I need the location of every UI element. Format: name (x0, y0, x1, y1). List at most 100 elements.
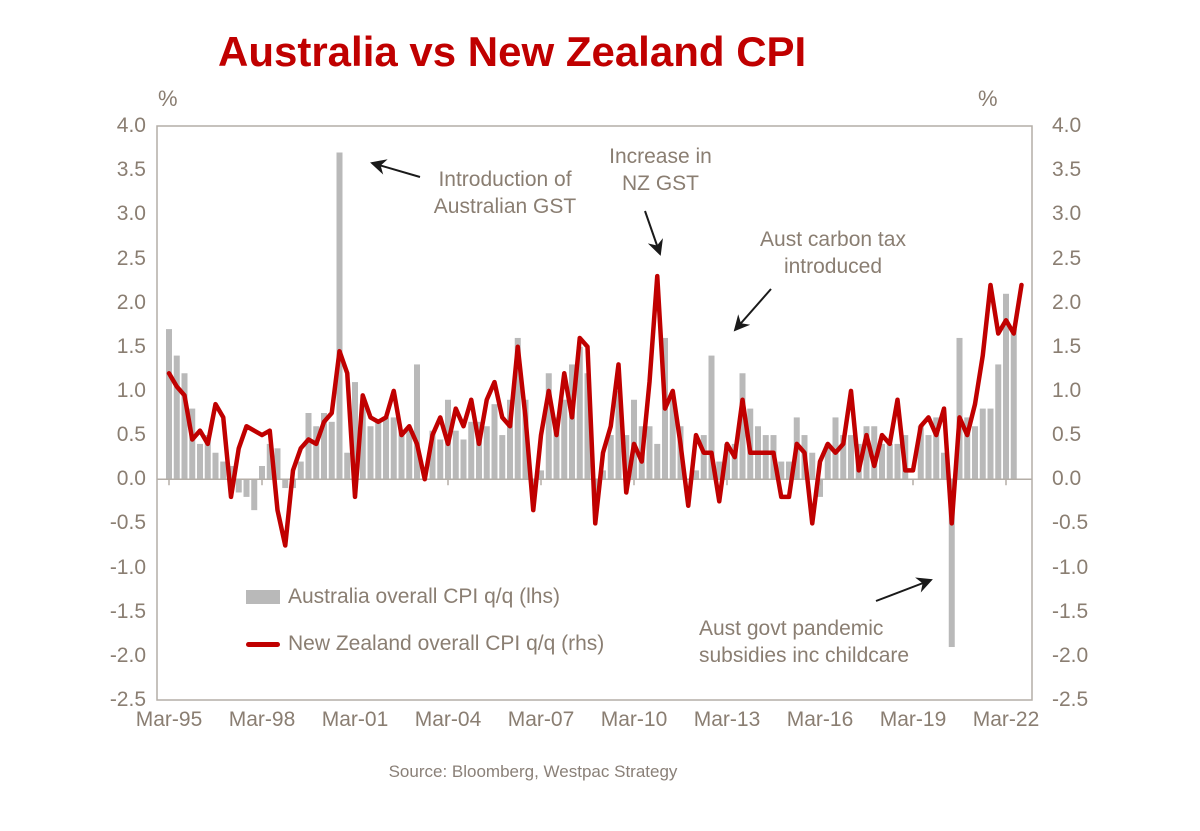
australia-cpi-bar (995, 364, 1002, 480)
australia-cpi-bar (979, 408, 986, 480)
australia-cpi-bar (212, 452, 219, 480)
australia-cpi-bar (414, 364, 420, 480)
legend-item-new-zealand: New Zealand overall CPI q/q (rhs) (246, 632, 604, 656)
australia-cpi-bar (328, 421, 335, 480)
x-tick-label: Mar-10 (600, 708, 668, 731)
chart-title: Australia vs New Zealand CPI (218, 28, 807, 75)
x-tick-label: Mar-13 (693, 708, 761, 731)
australia-cpi-bar (584, 373, 591, 480)
right-y-tick-label: 3.5 (1052, 158, 1082, 182)
australia-cpi-bar (561, 399, 568, 480)
left-y-tick-label: -2.0 (109, 643, 146, 667)
right-y-tick-label: 4.0 (1052, 114, 1082, 137)
australia-cpi-bar (553, 417, 560, 480)
australia-cpi-bar (228, 465, 234, 480)
arrow-pandemic (875, 577, 933, 602)
annotation-line: Increase in (609, 145, 712, 168)
arrow-carbon-tax (733, 288, 772, 332)
left-y-tick-label: 4.0 (116, 114, 146, 137)
annotation-line: Introduction of (438, 168, 572, 191)
australia-cpi-bar (739, 373, 746, 480)
annotation-pandemic-subsidies: Aust govt pandemic subsidies inc childca… (699, 615, 939, 669)
australia-cpi-bar (964, 417, 971, 480)
australia-cpi-bar (840, 435, 847, 480)
australia-cpi-bar (266, 443, 273, 480)
annotation-line: Aust carbon tax (760, 228, 906, 251)
australia-cpi-bar (600, 470, 606, 480)
australia-cpi-bar (879, 443, 885, 480)
plot-frame (156, 125, 1033, 701)
australia-cpi-bar (305, 413, 312, 480)
australia-cpi-bar (375, 421, 382, 480)
australia-cpi-bar (545, 373, 552, 480)
australia-cpi-bar (817, 479, 823, 497)
left-y-tick-label: -0.5 (109, 511, 146, 535)
australia-cpi-bar (220, 461, 227, 480)
x-tick-label: Mar-19 (879, 708, 947, 731)
australia-cpi-bar (786, 461, 792, 480)
australia-cpi-bar (824, 443, 831, 480)
australia-cpi-bar (646, 426, 653, 480)
australia-cpi-bar (731, 443, 738, 480)
right-y-tick-label: 1.5 (1052, 334, 1082, 358)
left-y-tick-label: 1.5 (116, 334, 146, 358)
australia-cpi-bar (941, 452, 947, 480)
annotation-line: introduced (783, 255, 883, 278)
australia-cpi-bar (297, 461, 304, 480)
annotation-line: Australian GST (433, 195, 577, 218)
source-note: Source: Bloomberg, Westpac Strategy (388, 762, 678, 781)
australia-cpi-bar (367, 426, 374, 480)
australia-cpi-bar (243, 479, 250, 497)
australia-cpi-bar (406, 430, 413, 480)
australia-cpi-bar (917, 426, 924, 480)
australia-cpi-bar (631, 399, 637, 480)
australia-cpi-bar (452, 430, 459, 480)
australia-cpi-bar (615, 390, 622, 480)
left-y-tick-label: 3.5 (116, 158, 146, 182)
australia-cpi-bar (778, 461, 785, 480)
australia-cpi-bar (1010, 329, 1017, 480)
australia-cpi-bar (499, 435, 506, 480)
x-tick-label: Mar-04 (414, 708, 482, 731)
right-y-tick-label: -1.5 (1052, 599, 1089, 623)
australia-cpi-bar (321, 413, 327, 480)
australia-cpi-bar (468, 421, 475, 480)
x-tick-label: Mar-16 (786, 708, 854, 731)
australia-cpi-bar (282, 479, 289, 489)
australia-cpi-bar (460, 439, 467, 480)
australia-cpi-bar (832, 417, 839, 480)
x-tick-label: Mar-98 (228, 708, 296, 731)
left-y-tick-label: 3.0 (116, 202, 146, 226)
annotation-nz-gst: Increase in NZ GST (588, 143, 733, 197)
right-y-tick-label: 0.5 (1052, 423, 1082, 447)
australia-cpi-bar (933, 417, 940, 480)
australia-cpi-bar (948, 479, 955, 648)
australia-cpi-bar (398, 430, 405, 480)
left-y-tick-label: -2.5 (109, 688, 146, 711)
australia-cpi-bar (700, 435, 707, 480)
x-tick-label: Mar-22 (972, 708, 1040, 731)
australia-bar-swatch-icon (246, 590, 280, 604)
left-y-tick-label: 2.5 (116, 246, 146, 270)
australia-cpi-bar (336, 152, 343, 480)
australia-cpi-bar (762, 435, 769, 480)
australia-cpi-bar (956, 337, 963, 480)
right-y-tick-label: -2.0 (1052, 643, 1089, 667)
australia-cpi-bar (507, 399, 513, 480)
australia-cpi-bar (894, 443, 901, 480)
australia-cpi-bar (514, 337, 521, 480)
australia-cpi-bar (987, 408, 994, 480)
australia-cpi-bar (654, 443, 661, 480)
australia-cpi-bar (251, 479, 258, 511)
australia-cpi-bar (576, 346, 583, 480)
australia-cpi-bar (863, 426, 870, 480)
x-tick-label: Mar-07 (507, 708, 575, 731)
right-y-tick-label: 0.0 (1052, 467, 1082, 491)
right-y-tick-label: -2.5 (1052, 688, 1089, 711)
australia-cpi-bar (886, 443, 893, 480)
australia-cpi-bar (607, 435, 614, 480)
australia-cpi-bar (716, 461, 723, 480)
left-y-tick-label: 0.0 (116, 467, 146, 491)
legend-label-australia: Australia overall CPI q/q (lhs) (288, 585, 560, 608)
